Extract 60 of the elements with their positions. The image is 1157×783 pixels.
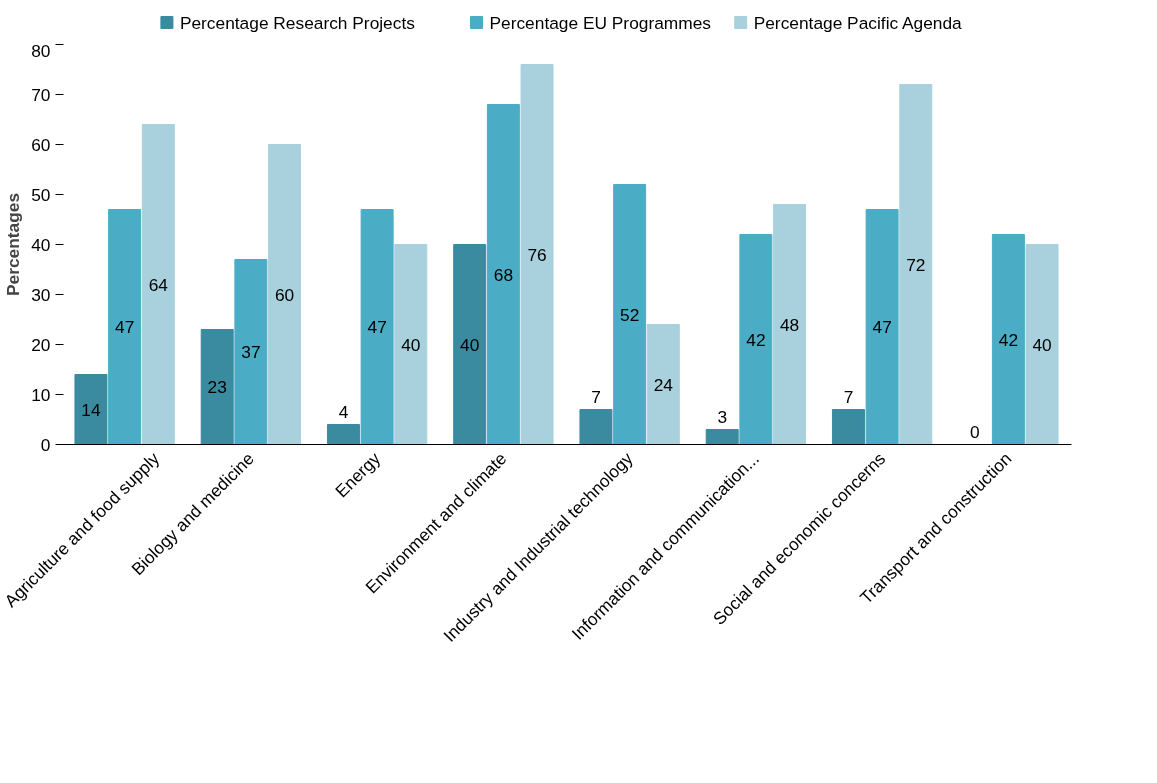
data-label: 7 (843, 386, 854, 407)
data-label: 42 (998, 329, 1019, 350)
bar (360, 209, 394, 445)
data-label: 0 (969, 421, 980, 442)
bar (739, 234, 773, 445)
data-label: 48 (779, 314, 800, 335)
legend-label: Percentage Pacific Agenda (753, 12, 963, 33)
bar (579, 409, 613, 445)
data-label: 47 (872, 317, 892, 337)
bar (200, 329, 234, 445)
data-label: 40 (401, 334, 421, 355)
data-label: 14 (81, 399, 101, 420)
y-tick-label: 40 (31, 234, 51, 255)
bar (899, 84, 933, 445)
bar (234, 259, 268, 445)
bar (865, 209, 899, 445)
y-tick-label: 70 (31, 84, 51, 105)
data-label: 76 (527, 244, 547, 265)
bar (773, 204, 807, 445)
y-tick-label: 0 (40, 434, 51, 455)
bar (268, 144, 302, 445)
legend-label: Percentage Research Projects (179, 12, 416, 33)
data-label: 40 (460, 334, 480, 355)
bar (141, 124, 175, 445)
data-label: 40 (1032, 334, 1052, 355)
data-label: 68 (493, 264, 514, 285)
bar (326, 424, 360, 445)
bar (613, 184, 647, 445)
y-tick-label: 60 (31, 134, 51, 155)
data-label: 60 (274, 284, 295, 305)
data-label: 4 (338, 401, 349, 422)
y-tick-label: 20 (31, 334, 51, 355)
bar (74, 374, 108, 445)
bar (453, 244, 487, 445)
y-axis-title: Percentages (3, 192, 24, 297)
data-label: 52 (619, 304, 640, 325)
data-label: 24 (653, 374, 674, 395)
legend-label: Percentage EU Programmes (489, 12, 712, 33)
data-label: 47 (367, 317, 387, 337)
bar (394, 244, 428, 445)
data-label: 37 (241, 342, 261, 362)
y-tick-label: 30 (31, 284, 51, 305)
bar (108, 209, 142, 445)
bar (831, 409, 865, 445)
bar (486, 104, 520, 445)
data-label: 64 (148, 274, 169, 295)
y-tick-label: 50 (31, 184, 51, 205)
y-tick-label: 10 (31, 384, 51, 405)
data-label: 23 (207, 377, 227, 397)
data-label: 7 (591, 386, 601, 407)
data-label: 3 (717, 406, 728, 427)
bar (991, 234, 1025, 445)
data-label: 42 (746, 329, 766, 350)
bar (705, 429, 739, 445)
data-label: 72 (906, 254, 926, 275)
data-label: 47 (114, 317, 135, 337)
bar (520, 64, 554, 445)
y-tick-label: 80 (31, 40, 51, 61)
bar (646, 324, 680, 445)
bar (1025, 244, 1059, 445)
